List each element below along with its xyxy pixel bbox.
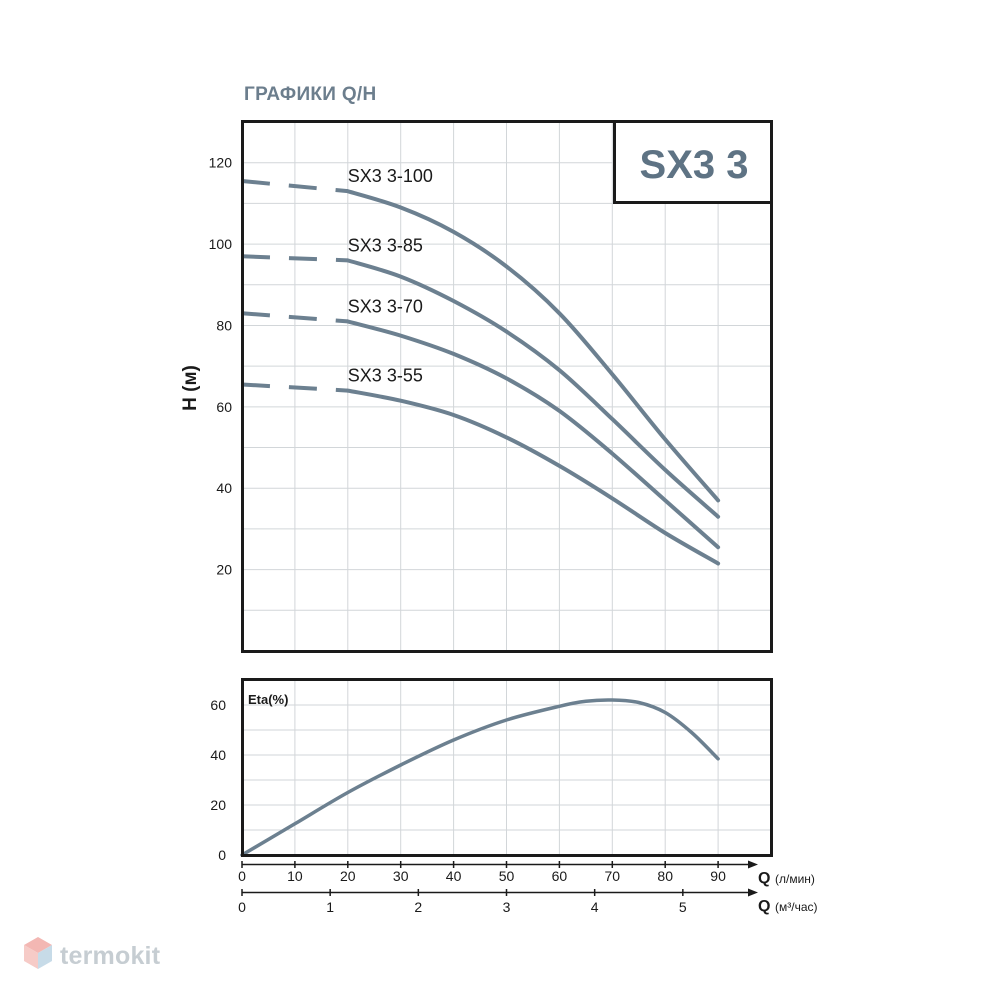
series-label-2: SX3 3-85 — [348, 235, 423, 255]
series-labels: SX3 3-100 SX3 3-85 SX3 3-70 SX3 3-55 — [348, 166, 433, 385]
lpm-tick-label: 30 — [393, 868, 409, 884]
top-plot-frame — [241, 120, 773, 653]
series-label-1: SX3 3-100 — [348, 166, 433, 186]
lpm-tick-label: 90 — [710, 868, 726, 884]
lpm-tick-label: 0 — [238, 868, 246, 884]
efficiency-curves — [240, 698, 720, 857]
head-curves — [241, 179, 721, 566]
top-grid — [242, 122, 771, 651]
head-curve-dashed-3 — [241, 311, 348, 324]
bottom-grid — [242, 680, 771, 855]
head-y-tick-label: 100 — [209, 236, 233, 252]
watermark-text: termokit — [60, 942, 161, 970]
model-badge-box — [613, 120, 773, 204]
lpm-tick-label: 10 — [287, 868, 303, 884]
lpm-tick-label: 80 — [657, 868, 673, 884]
head-axis-label: H (м) — [180, 365, 201, 411]
m3h-axis-unit: (м³/час) — [775, 900, 818, 914]
head-curve-4 — [345, 388, 721, 566]
m3h-tick-label: 1 — [326, 899, 334, 915]
head-y-tick-label: 60 — [216, 399, 232, 415]
head-y-ticks: 20 40 60 80 100 120 — [209, 155, 233, 578]
head-curve-2 — [345, 258, 721, 519]
chart-title: ГРАФИКИ Q/H — [244, 84, 377, 105]
lpm-tick-label: 20 — [340, 868, 356, 884]
head-y-tick-label: 80 — [216, 317, 232, 333]
eta-y-tick-label: 40 — [210, 747, 226, 763]
m3h-tick-label: 2 — [414, 899, 422, 915]
flow-lpm-axis: 0 10 20 30 40 50 60 70 80 90 — [238, 860, 758, 884]
head-curve-dashed-2 — [241, 254, 348, 263]
head-curve-dashed-1 — [241, 179, 348, 194]
head-y-tick-label: 40 — [216, 480, 232, 496]
eta-curve — [240, 698, 720, 857]
m3h-tick-label: 4 — [591, 899, 599, 915]
bottom-plot-frame — [241, 678, 773, 857]
model-badge-label: SX3 3 — [640, 143, 749, 187]
lpm-tick-label: 70 — [605, 868, 621, 884]
cube-icon — [24, 937, 52, 969]
lpm-axis-arrow-icon — [748, 860, 758, 869]
head-y-tick-label: 20 — [216, 562, 232, 578]
m3h-axis-label: Q — [758, 898, 770, 915]
flow-m3h-axis: 0 1 2 3 4 5 — [238, 888, 758, 915]
head-curve-3 — [345, 319, 721, 550]
lpm-tick-label: 40 — [446, 868, 462, 884]
head-y-tick-label: 120 — [209, 155, 233, 171]
m3h-tick-label: 3 — [503, 899, 511, 915]
m3h-tick-label: 0 — [238, 899, 246, 915]
eta-y-ticks: 0 20 40 60 — [210, 697, 226, 863]
head-curve-1 — [345, 189, 721, 503]
eta-y-tick-label: 0 — [218, 847, 226, 863]
eta-y-tick-label: 60 — [210, 697, 226, 713]
eta-y-tick-label: 20 — [210, 797, 226, 813]
lpm-axis-label: Q — [758, 870, 770, 887]
m3h-axis-arrow-icon — [748, 888, 758, 897]
series-label-4: SX3 3-55 — [348, 366, 423, 386]
termokit-logo — [24, 937, 52, 969]
m3h-tick-label: 5 — [679, 899, 687, 915]
lpm-tick-label: 50 — [499, 868, 515, 884]
lpm-axis-unit: (л/мин) — [775, 872, 815, 886]
head-curve-dashed-4 — [241, 382, 348, 393]
series-label-3: SX3 3-70 — [348, 296, 423, 316]
model-badge: SX3 3 — [613, 120, 773, 204]
lpm-tick-label: 60 — [552, 868, 568, 884]
eta-axis-label: Eta(%) — [248, 692, 288, 707]
